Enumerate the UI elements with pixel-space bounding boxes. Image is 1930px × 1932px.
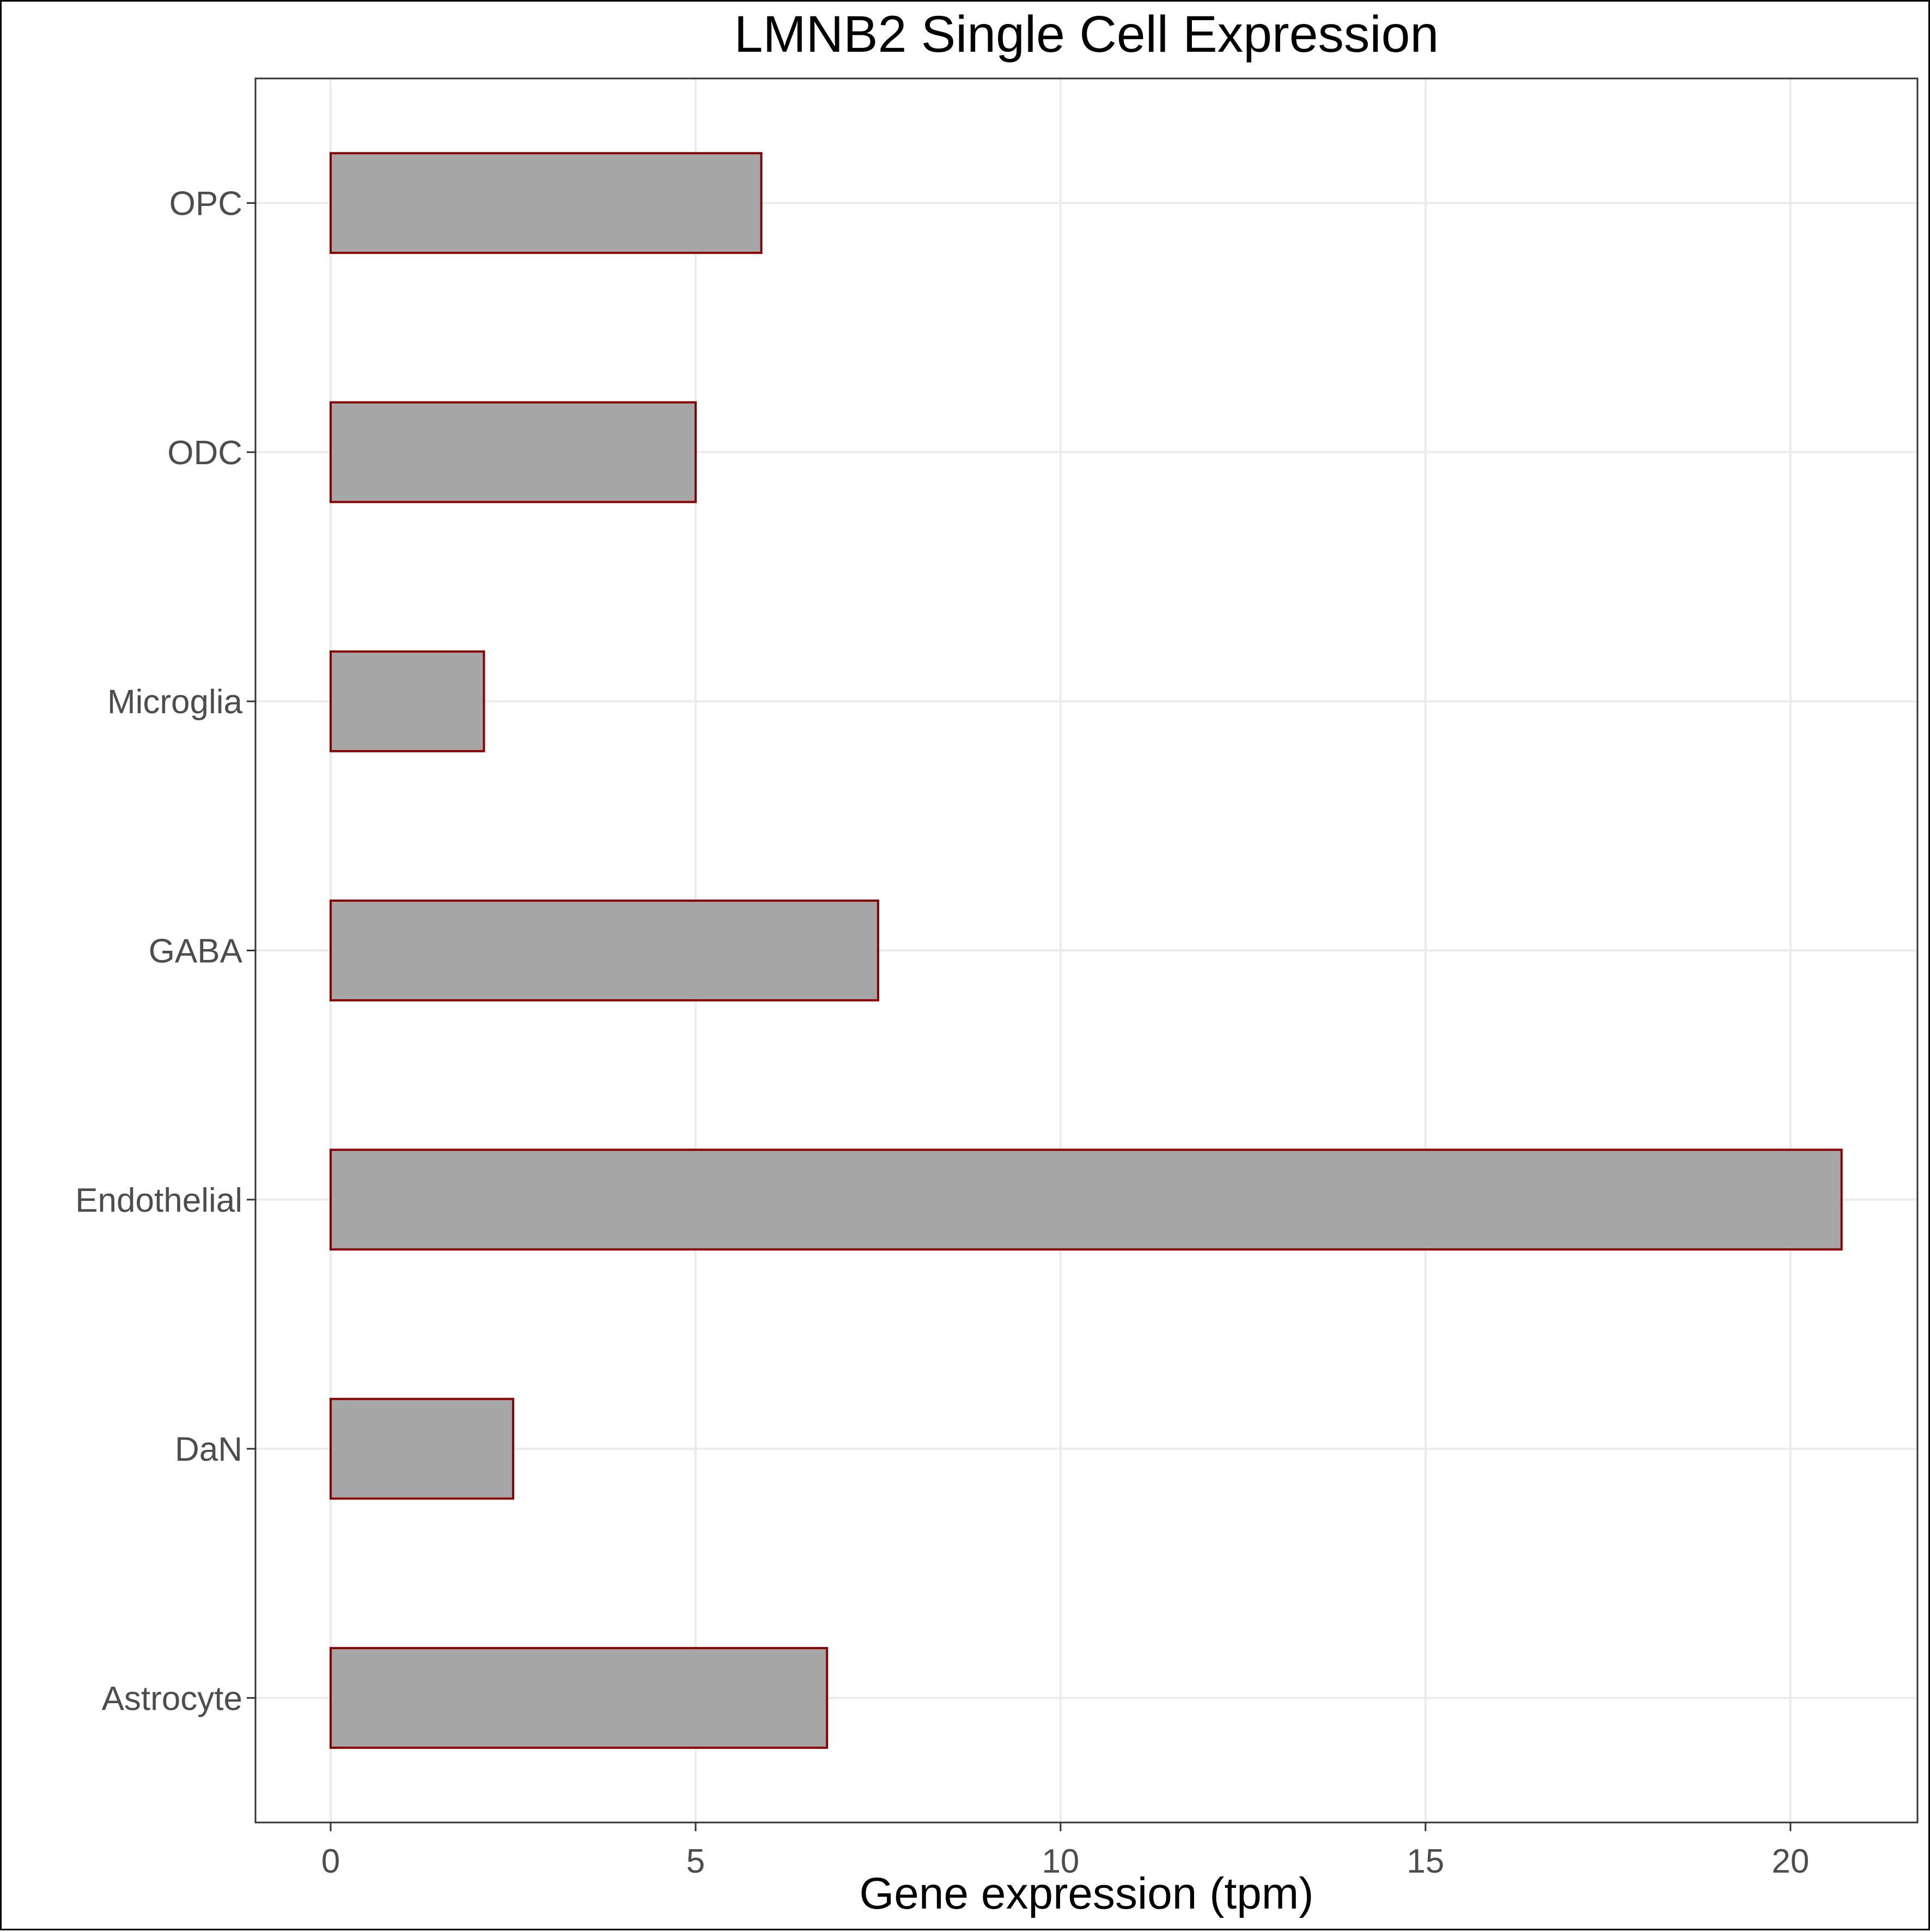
bar-endothelial bbox=[330, 1149, 1843, 1251]
tick-marks bbox=[247, 202, 1792, 1831]
y-tick-label-dan: DaN bbox=[175, 1431, 242, 1468]
bar-opc bbox=[330, 152, 763, 254]
chart-title: LMNB2 Single Cell Expression bbox=[734, 5, 1439, 63]
x-tick-label: 20 bbox=[1771, 1843, 1809, 1880]
x-axis-title: Gene expression (tpm) bbox=[859, 1869, 1313, 1918]
x-tick-label: 5 bbox=[686, 1843, 705, 1880]
x-tick-label: 15 bbox=[1407, 1843, 1444, 1880]
bar-astrocyte bbox=[330, 1647, 829, 1749]
x-tick-label: 10 bbox=[1042, 1843, 1079, 1880]
tick-labels: 0 5 10 15 20 Astrocyte DaN Endothelial GABA Micro… bbox=[75, 185, 1809, 1880]
y-tick-label-gaba: GABA bbox=[149, 933, 243, 970]
y-tick-label-astrocyte: Astrocyte bbox=[102, 1680, 242, 1717]
bar-microglia bbox=[330, 650, 485, 752]
y-tick-label-microglia: Microglia bbox=[107, 683, 243, 721]
bar-gaba bbox=[330, 900, 879, 1001]
y-tick-label-endothelial: Endothelial bbox=[75, 1182, 242, 1219]
y-tick-label-odc: ODC bbox=[167, 434, 242, 472]
bars bbox=[330, 152, 1843, 1749]
y-tick-label-opc: OPC bbox=[169, 185, 242, 223]
bar-odc bbox=[330, 401, 697, 503]
bar-dan bbox=[330, 1398, 514, 1500]
x-tick-label: 0 bbox=[321, 1843, 340, 1880]
